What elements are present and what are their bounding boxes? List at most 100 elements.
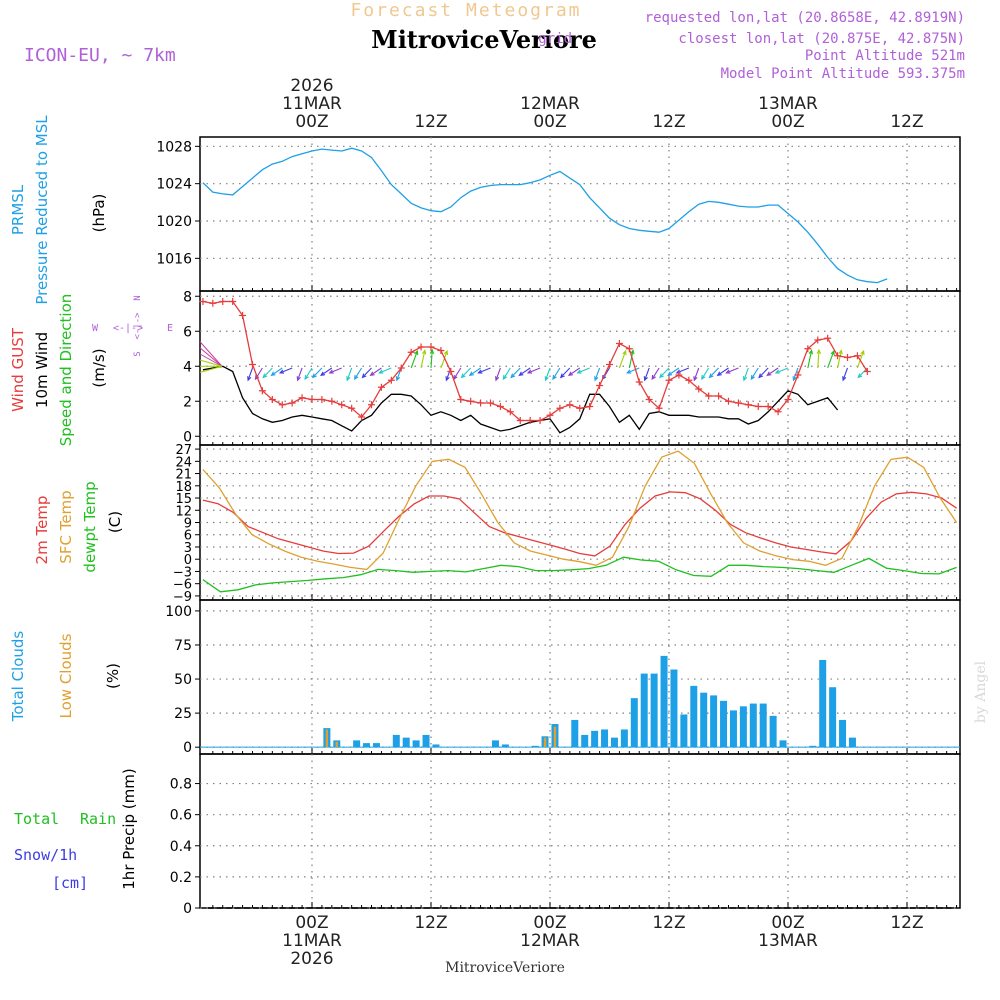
wind-edge-arrow: [199, 347, 223, 367]
gust-marker: [834, 352, 842, 360]
wind-arrow-head: [262, 373, 268, 379]
time-axis-label: 00Z: [533, 913, 566, 933]
wind-panel: Wind GUST 10m Wind Speed and Direction (…: [9, 289, 961, 446]
total-cloud-bar: [372, 743, 380, 748]
compass-s: S: [133, 351, 143, 356]
t2m-label: 2m Temp: [33, 496, 51, 565]
wind-direction-arrow: [271, 367, 283, 376]
y-tick-label: 24: [175, 455, 192, 470]
wind-direction-arrow: [312, 367, 323, 378]
dewpt-label: dewpt Temp: [81, 481, 99, 572]
low-cloud-bar: [553, 726, 557, 748]
gust-marker: [546, 411, 554, 419]
wind-direction-arrow: [560, 367, 571, 378]
wind-arrow-head: [270, 371, 276, 377]
y-tick-label: 1024: [156, 177, 192, 193]
pressure-name2: Pressure Reduced to MSL: [33, 115, 51, 305]
wind-direction-arrow: [469, 367, 481, 376]
pressure-frame: [199, 136, 961, 292]
wind-edge-arrow: [199, 353, 223, 367]
wind-unit: (m/s): [90, 348, 108, 387]
gust-marker: [477, 399, 485, 407]
wind-direction-arrow: [750, 367, 759, 380]
wind-direction-arrow: [651, 367, 660, 380]
wind-arrow-head: [758, 373, 764, 379]
gust-marker: [734, 399, 742, 407]
gust-marker: [576, 404, 584, 412]
low-cloud-bar: [543, 737, 547, 748]
page-title: MitroviceVeriore: [371, 25, 597, 54]
wind-direction-arrow: [510, 367, 521, 378]
wind-arrow-head: [460, 373, 466, 379]
wind-arrow-head: [701, 374, 706, 381]
wind-direction-arrow: [430, 350, 433, 369]
precip-frame: [199, 753, 961, 909]
wind-arrow-head: [630, 349, 635, 355]
sfc-temp-line: [202, 450, 958, 571]
time-axis-label: 00Z: [771, 112, 804, 132]
gust-marker: [258, 387, 266, 395]
clouds-unit: (%): [104, 663, 122, 689]
gust-marker: [863, 368, 871, 375]
time-axis-label: 13MAR: [758, 931, 818, 951]
wind-arrow-head: [361, 373, 367, 379]
gust-marker: [506, 408, 514, 416]
wind-arrow-head: [559, 373, 565, 379]
wind-arrow-head: [774, 369, 780, 374]
wind-direction-arrow: [667, 367, 680, 376]
gust-marker: [496, 403, 504, 410]
gust-marker: [298, 394, 306, 402]
t2m-line: [202, 491, 957, 557]
wind-arrow-head: [518, 371, 524, 377]
gust-marker: [606, 361, 613, 368]
gust-marker: [655, 404, 663, 412]
footer-title: MitroviceVeriore: [445, 960, 565, 976]
rain-label-2: Rain: [80, 810, 116, 828]
time-axis-label: 12Z: [890, 112, 923, 132]
wind-arrow-head: [445, 376, 450, 382]
wind-arrow-head: [626, 369, 632, 374]
y-tick-label: 3: [184, 541, 192, 556]
wind-arrow-head: [247, 376, 252, 382]
gust-marker: [536, 417, 544, 424]
precip-unit: 1hr Precip (mm): [120, 768, 138, 889]
wind-direction-arrow: [775, 367, 789, 374]
wind-direction-arrow: [320, 367, 333, 376]
total-cloud-bar: [739, 706, 747, 748]
total-cloud-bar: [363, 743, 371, 748]
total-cloud-bar: [839, 719, 847, 748]
y-tick-label: 25: [174, 706, 192, 722]
y-tick-label: 1020: [156, 214, 192, 230]
wind-arrow-head: [378, 369, 384, 374]
wind-arrow-head: [526, 369, 533, 374]
gust-marker: [427, 343, 435, 351]
wind-direction-arrow: [628, 350, 634, 369]
total-cloud-bar: [749, 703, 757, 748]
wind-arrow-head: [429, 348, 435, 354]
gust-marker: [824, 334, 832, 342]
wind-arrow-head: [296, 376, 301, 382]
wind-direction-arrow: [297, 367, 303, 381]
temp-unit: (C): [106, 511, 124, 533]
wind-edge-arrow: [199, 359, 223, 367]
time-axis-label: 12MAR: [520, 94, 580, 114]
time-axis-label: 12Z: [414, 112, 447, 132]
wind-direction-arrow: [440, 350, 448, 369]
time-axis-label: 12Z: [890, 913, 923, 933]
compass-n: N: [133, 295, 143, 300]
wind-direction-arrow: [279, 367, 293, 374]
wind-direction-arrow: [519, 367, 531, 376]
requested-coords: requested lon,lat (20.8658E, 42.8919N): [645, 10, 965, 26]
gust-line: [202, 300, 868, 422]
wind-direction-arrow: [453, 367, 462, 380]
wind-direction-arrow: [304, 367, 313, 380]
gust-marker: [377, 383, 385, 391]
y-tick-label: 0.4: [170, 839, 192, 855]
total-cloud-bar: [581, 734, 589, 748]
wind-arrow-head: [857, 373, 863, 379]
gust-marker: [229, 298, 237, 305]
compass-arrow-h: <-|->: [113, 323, 143, 334]
gust-marker: [397, 364, 405, 372]
total-cloud-bar: [729, 710, 737, 748]
gust-marker: [516, 417, 524, 424]
